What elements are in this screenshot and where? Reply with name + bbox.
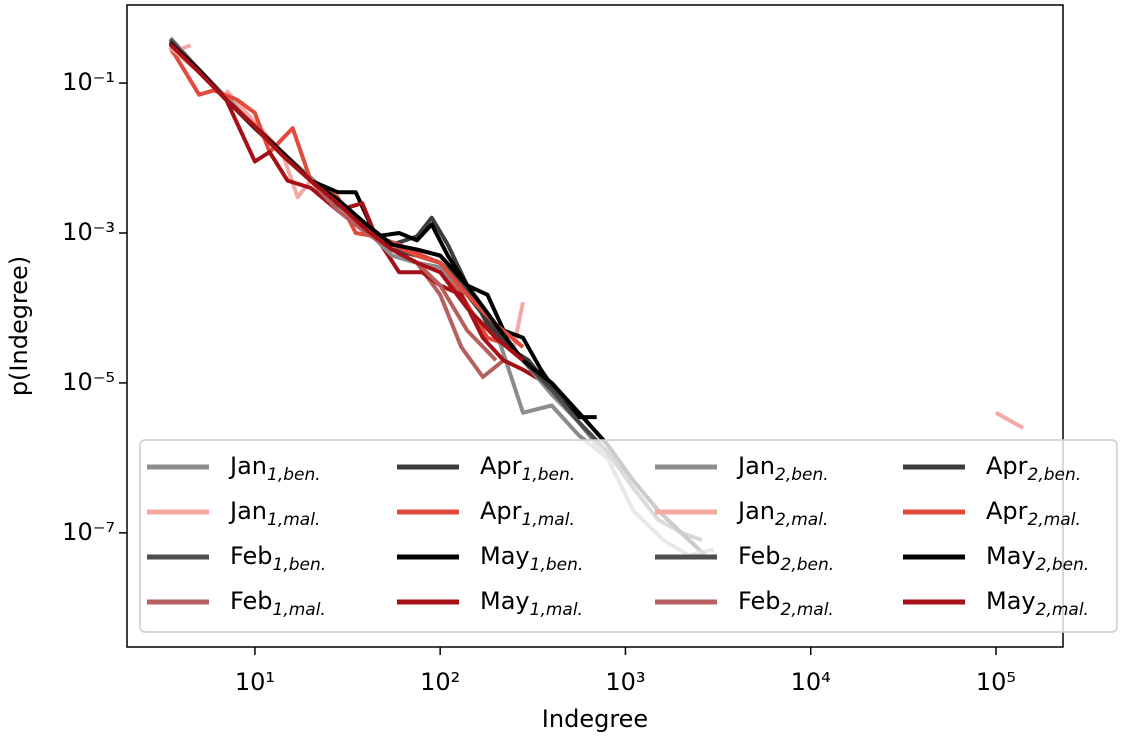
legend-name: Jan (228, 452, 267, 480)
legend-subscript: 2,mal. (1028, 510, 1081, 530)
legend-subscript: 1,mal. (273, 600, 326, 620)
plot-lines (168, 36, 1025, 558)
legend-name: Apr (986, 497, 1028, 525)
legend-subscript: 2,ben. (781, 555, 835, 575)
legend-name: May (986, 587, 1036, 615)
legend-subscript: 1,ben. (273, 555, 327, 575)
legend-label: Apr2,ben. (986, 452, 1081, 485)
legend-name: Feb (230, 587, 273, 615)
legend: Jan1,ben.Jan1,mal.Feb1,ben.Feb1,mal.Apr1… (139, 439, 1118, 633)
legend-name: Jan (228, 497, 267, 525)
legend-label: Feb1,ben. (230, 542, 326, 575)
legend-subscript: 1,mal. (267, 510, 320, 530)
legend-subscript: 2,mal. (781, 600, 834, 620)
legend-label: May1,mal. (480, 587, 583, 620)
legend-name: Apr (986, 452, 1028, 480)
x-tick-label: 10¹ (235, 668, 275, 696)
legend-label: Apr1,mal. (480, 497, 575, 530)
legend-subscript: 2,ben. (1028, 465, 1082, 485)
x-tick-label: 10³ (605, 668, 645, 696)
legend-name: Feb (738, 542, 781, 570)
legend-label: Feb1,mal. (230, 587, 326, 620)
y-tick-label: 10⁻⁵ (62, 368, 115, 396)
legend-name: Feb (230, 542, 273, 570)
y-axis-label: p(Indegree) (5, 256, 33, 396)
legend-name: May (480, 587, 530, 615)
series-line (169, 43, 1025, 430)
legend-box (139, 439, 1118, 633)
legend-subscript: 2,mal. (1036, 600, 1089, 620)
legend-label: Jan2,ben. (736, 452, 829, 485)
legend-label: Feb2,ben. (738, 542, 834, 575)
plot-frame (126, 4, 1064, 648)
series-line (169, 40, 547, 385)
legend-name: Apr (480, 497, 522, 525)
legend-subscript: 1,ben. (267, 465, 321, 485)
legend-label: Jan2,mal. (736, 497, 828, 530)
legend-label: Feb2,mal. (738, 587, 834, 620)
x-tick-label: 10⁵ (976, 668, 1016, 696)
legend-label: May2,mal. (986, 587, 1089, 620)
legend-label: Jan1,ben. (228, 452, 321, 485)
legend-subscript: 2,ben. (1036, 555, 1090, 575)
legend-subscript: 2,ben. (775, 465, 829, 485)
legend-name: Feb (738, 587, 781, 615)
x-tick-label: 10⁴ (791, 668, 831, 696)
legend-name: Jan (736, 452, 775, 480)
legend-subscript: 2,mal. (775, 510, 828, 530)
legend-name: Apr (480, 452, 522, 480)
legend-name: May (986, 542, 1036, 570)
x-axis-label: Indegree (542, 705, 648, 733)
series-line (169, 42, 525, 349)
y-tick-label: 10⁻¹ (62, 68, 115, 96)
legend-label: Apr2,mal. (986, 497, 1081, 530)
legend-label: Apr1,ben. (480, 452, 575, 485)
legend-subscript: 1,mal. (530, 600, 583, 620)
legend-name: May (480, 542, 530, 570)
series-line (169, 42, 525, 362)
legend-label: Jan1,mal. (228, 497, 320, 530)
legend-subscript: 1,ben. (530, 555, 584, 575)
x-tick-label: 10² (420, 668, 460, 696)
legend-name: Jan (736, 497, 775, 525)
legend-subscript: 1,ben. (522, 465, 576, 485)
y-tick-label: 10⁻³ (62, 218, 115, 246)
legend-label: May2,ben. (986, 542, 1089, 575)
legend-label: May1,ben. (480, 542, 583, 575)
legend-subscript: 1,mal. (522, 510, 575, 530)
y-tick-label: 10⁻⁷ (62, 518, 115, 546)
